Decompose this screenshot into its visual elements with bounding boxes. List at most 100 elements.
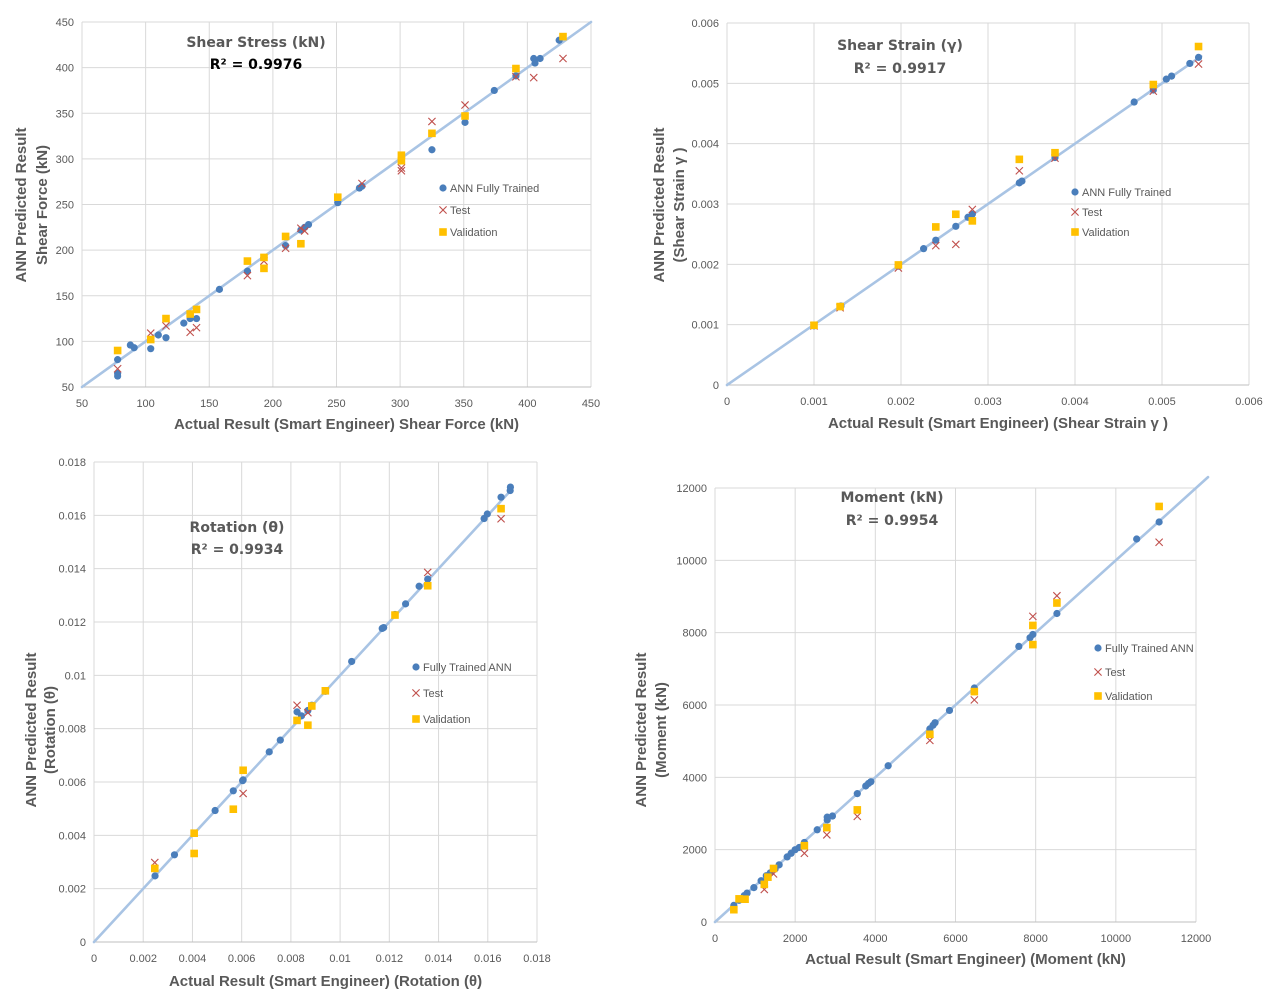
data-point-circle bbox=[531, 59, 539, 67]
data-point-square bbox=[760, 880, 769, 889]
y-tick-label: 4000 bbox=[683, 772, 707, 784]
chart-shear-force: 50 100 150 200 250 300 350 400 450 50 100 150 200 250… bbox=[13, 17, 600, 433]
data-point-x bbox=[822, 830, 831, 839]
legend-marker-x bbox=[1094, 668, 1102, 676]
data-point-circle bbox=[282, 241, 290, 250]
data-point-square bbox=[190, 849, 198, 858]
x-tick-label: 0.016 bbox=[474, 953, 502, 965]
data-point-circle bbox=[968, 210, 976, 218]
data-point-square bbox=[735, 895, 743, 903]
data-point-square bbox=[461, 112, 469, 120]
y-tick-label: 0.002 bbox=[58, 884, 86, 896]
x-tick-label: 4000 bbox=[863, 933, 887, 945]
x-tick-label: 0.001 bbox=[800, 396, 828, 408]
legend-marker-x bbox=[412, 689, 420, 697]
data-point-square bbox=[968, 217, 977, 225]
y-tick-label: 0.008 bbox=[58, 724, 86, 736]
data-point-square bbox=[823, 823, 831, 832]
data-point-x bbox=[968, 205, 977, 214]
legend-marker-circle bbox=[1071, 188, 1079, 196]
data-point-circle bbox=[147, 345, 155, 353]
x-tick-label: 0.008 bbox=[277, 953, 305, 965]
x-tick-label: 0.004 bbox=[1061, 396, 1089, 408]
chart-title: Shear Strain (γ) bbox=[837, 38, 963, 54]
y-tick-label: 100 bbox=[56, 336, 74, 348]
data-point-circle bbox=[229, 787, 237, 795]
data-point-circle bbox=[1053, 609, 1061, 618]
y-axis-title: (Rotation (θ) bbox=[42, 686, 59, 774]
x-axis-title: Actual Result (Smart Engineer) (Shear St… bbox=[828, 415, 1168, 432]
data-point-circle bbox=[1194, 53, 1203, 61]
y-tick-label: 0.016 bbox=[58, 510, 86, 522]
x-tick-label: 0.018 bbox=[523, 953, 551, 965]
r-squared-label: R² = 0.9954 bbox=[846, 513, 939, 529]
data-point-circle bbox=[828, 812, 837, 820]
y-tick-label: 10000 bbox=[676, 555, 707, 567]
x-tick-label: 0 bbox=[724, 396, 730, 408]
chart-shear-strain: 0 0.001 0.002 0.003 0.004 0.005 0.006 0 0.001 0.0… bbox=[651, 18, 1263, 432]
legend-label: Validation bbox=[423, 714, 471, 726]
data-point-square bbox=[926, 730, 934, 739]
data-point-circle bbox=[867, 778, 875, 786]
data-point-x bbox=[970, 695, 979, 704]
data-point-x bbox=[397, 164, 406, 172]
legend-marker-square bbox=[439, 228, 447, 236]
x-tick-label: 0.014 bbox=[425, 953, 453, 965]
series-test bbox=[113, 54, 567, 373]
data-point-x bbox=[113, 364, 122, 373]
x-tick-label: 450 bbox=[582, 398, 600, 410]
data-point-circle bbox=[192, 314, 201, 323]
chart-rotation: 0 0.002 0.004 0.006 0.008 0.01 0.012 0.014 0.016… bbox=[23, 457, 551, 989]
data-point-square bbox=[308, 702, 316, 710]
data-point-circle bbox=[154, 331, 162, 339]
r-squared-label: R² = 0.9976 bbox=[210, 57, 302, 73]
data-point-circle bbox=[1186, 59, 1194, 68]
data-point-circle bbox=[920, 245, 928, 253]
data-point-x bbox=[303, 708, 312, 717]
data-point-square bbox=[952, 210, 960, 219]
legend-marker-square bbox=[1094, 692, 1102, 700]
y-tick-label: 400 bbox=[56, 63, 74, 75]
data-point-x bbox=[146, 329, 155, 338]
legend-label: Validation bbox=[450, 227, 498, 239]
data-point-x bbox=[853, 812, 862, 821]
data-point-circle bbox=[211, 806, 219, 815]
data-point-x bbox=[951, 240, 960, 249]
data-point-square bbox=[769, 864, 778, 873]
x-tick-label: 0 bbox=[712, 933, 718, 945]
y-tick-label: 250 bbox=[56, 200, 74, 212]
data-point-circle bbox=[170, 851, 179, 859]
data-point-x bbox=[1015, 166, 1024, 175]
legend-label: Validation bbox=[1082, 227, 1130, 239]
series-validation bbox=[150, 504, 505, 873]
data-point-x bbox=[281, 244, 290, 253]
data-point-circle bbox=[1162, 75, 1170, 83]
x-tick-label: 10000 bbox=[1101, 933, 1132, 945]
y-tick-label: 0 bbox=[713, 380, 719, 392]
data-point-x bbox=[296, 224, 305, 233]
data-point-square bbox=[970, 687, 979, 696]
data-point-square bbox=[150, 864, 159, 873]
y-axis-title: Shear Force (kN) bbox=[34, 145, 51, 265]
data-point-square bbox=[260, 253, 268, 262]
data-point-square bbox=[423, 581, 432, 590]
data-point-x bbox=[186, 328, 195, 337]
data-point-square bbox=[391, 611, 399, 619]
data-point-x bbox=[931, 241, 940, 250]
legend: ANN Fully Trained Test Validation bbox=[1071, 187, 1171, 239]
data-point-circle bbox=[775, 861, 783, 869]
y-tick-label: 0.018 bbox=[58, 457, 86, 469]
data-point-square bbox=[297, 239, 305, 248]
x-tick-label: 0.002 bbox=[887, 396, 915, 408]
data-point-square bbox=[113, 346, 122, 355]
data-point-square bbox=[497, 504, 505, 513]
data-point-circle bbox=[180, 319, 188, 327]
y-tick-label: 200 bbox=[56, 245, 74, 257]
data-point-x bbox=[529, 73, 538, 82]
data-point-square bbox=[894, 261, 903, 269]
r-squared-label: R² = 0.9934 bbox=[191, 542, 284, 558]
legend-label: ANN Fully Trained bbox=[1082, 187, 1171, 199]
data-point-circle bbox=[750, 884, 758, 892]
x-tick-label: 300 bbox=[391, 398, 409, 410]
